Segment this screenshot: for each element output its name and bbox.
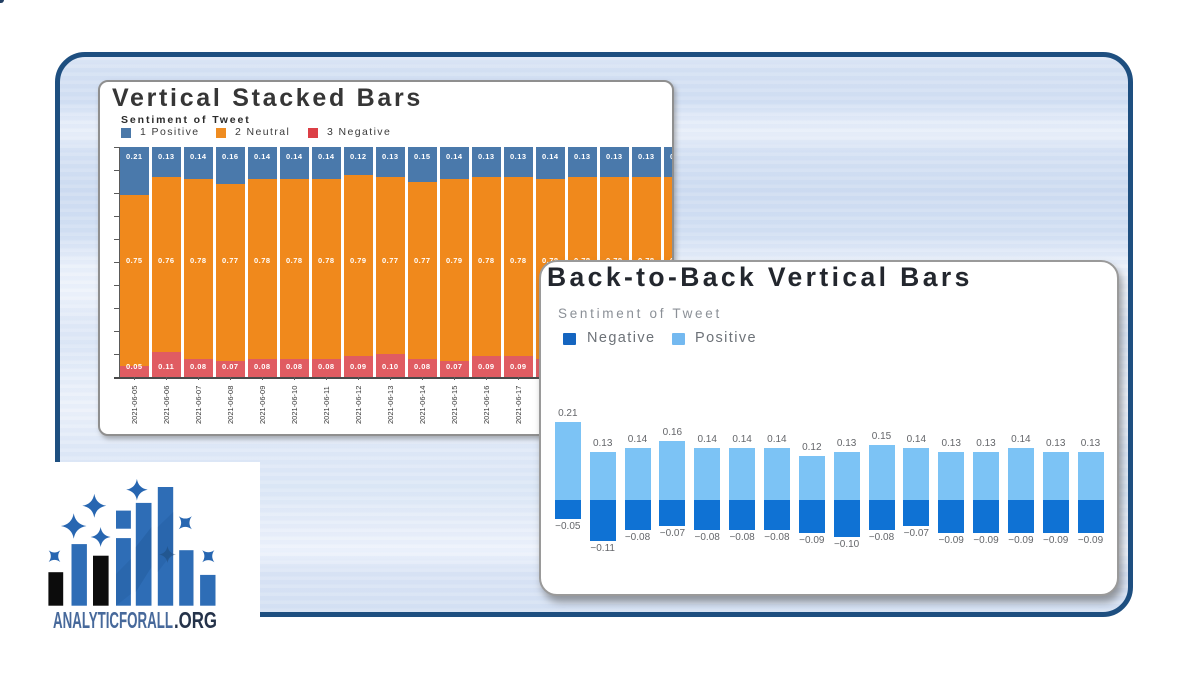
svg-text:.ORG: .ORG — [174, 607, 217, 633]
svg-text:ANALYTICFORALL: ANALYTICFORALL — [53, 607, 173, 633]
